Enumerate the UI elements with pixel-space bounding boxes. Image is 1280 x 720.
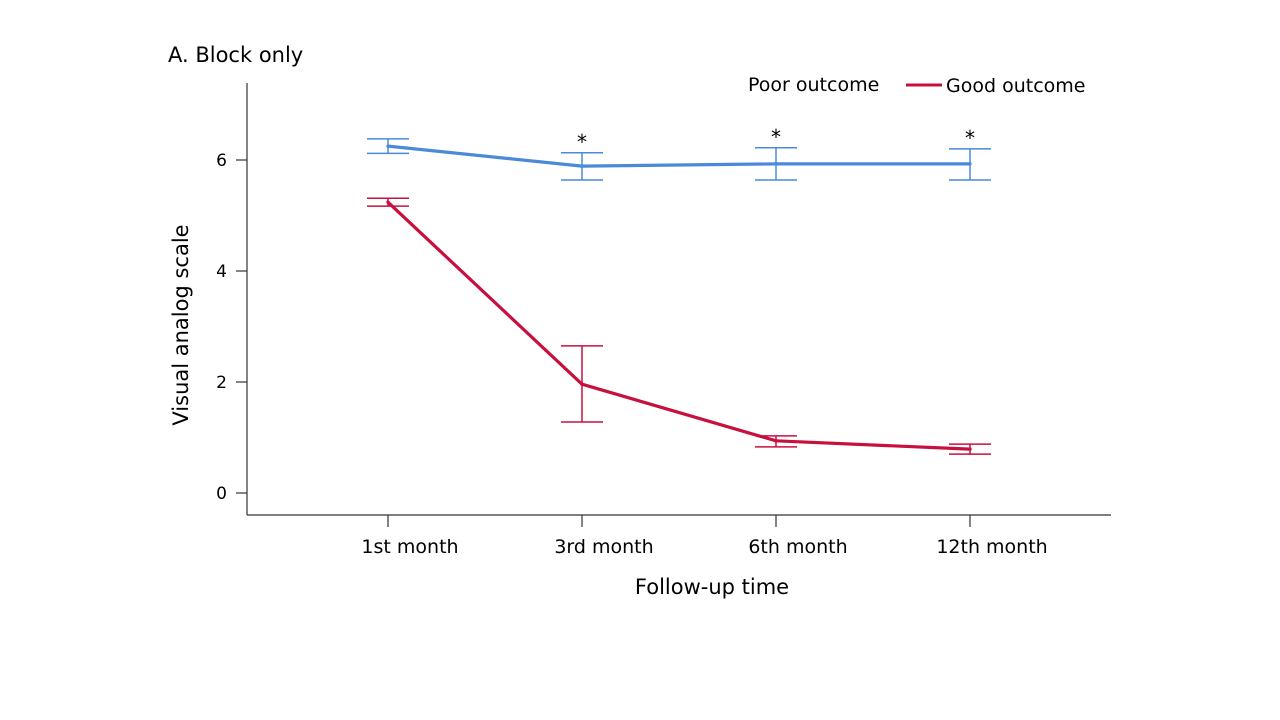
data-point [774,162,778,166]
data-point [968,447,972,451]
x-axis-label: Follow-up time [635,575,789,599]
significance-asterisk: * [965,126,975,150]
series-line-segment [774,439,972,451]
series-poor-outcome [367,138,991,181]
legend-label-poor-outcome: Poor outcome [748,74,879,96]
y-axis-label: Visual analog scale [169,224,193,425]
series-line-segment [580,162,778,168]
x-tick-label: 1st month [361,536,458,558]
significance-asterisk: * [771,125,781,149]
series-line-segment [386,144,584,168]
legend-label-good-outcome: Good outcome [946,75,1085,97]
series-good-outcome [367,197,991,455]
y-tick-label: 6 [216,151,227,171]
data-point [774,439,778,443]
data-point [386,200,390,204]
series-line-segment [386,200,584,386]
series-line-segment [580,382,778,443]
x-tick-label: 12th month [936,536,1047,558]
data-point [580,164,584,168]
data-point [580,382,584,386]
series-layer [367,138,991,455]
chart-title: A. Block only [168,43,303,67]
y-tick-label: 2 [216,373,227,393]
y-tick-label: 4 [216,262,227,282]
x-ticks: 1st month 3rd month 6th month 12th month [361,515,1048,558]
significance-asterisk: * [577,130,587,154]
y-ticks: 0 2 4 6 [216,151,247,504]
data-point [386,144,390,148]
legend: Poor outcome Good outcome [748,74,1085,97]
x-tick-label: 3rd month [554,536,653,558]
y-tick-label: 0 [216,484,227,504]
x-tick-label: 6th month [748,536,847,558]
significance-markers: * * * [577,125,975,154]
data-point [968,162,972,166]
